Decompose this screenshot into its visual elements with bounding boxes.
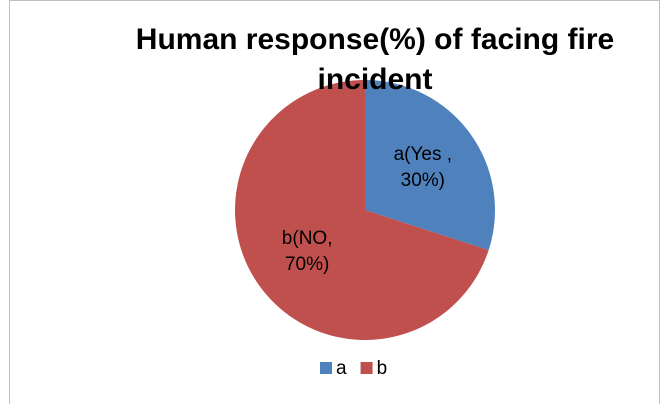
legend-swatch [320, 362, 332, 374]
legend-label: b [377, 358, 388, 379]
data-label: b(NO, 70%) [281, 228, 333, 276]
chart-title: Human response(%) of facing fire inciden… [135, 23, 615, 96]
legend-label: a [336, 358, 347, 379]
pie-slice [365, 80, 496, 251]
data-label: a(Yes , 30%) [393, 143, 453, 191]
legend-swatch [360, 362, 373, 374]
frame [9, 0, 660, 404]
pie-slice [235, 80, 489, 341]
